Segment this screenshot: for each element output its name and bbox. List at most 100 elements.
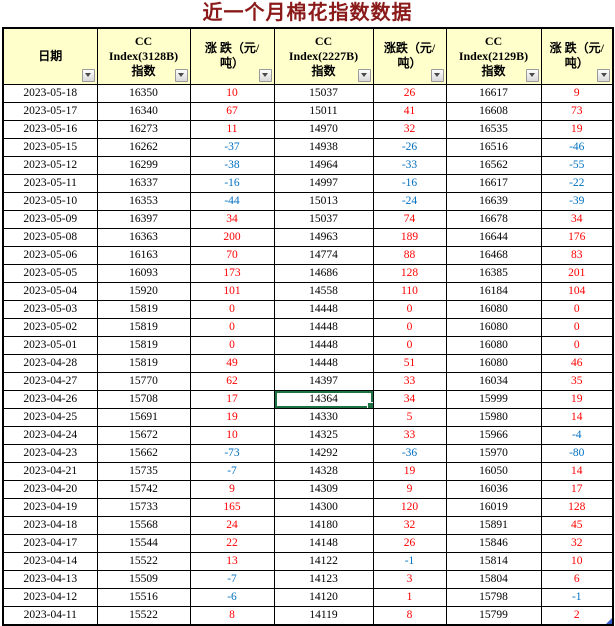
cell-index-2227b[interactable]: 14292 bbox=[273, 443, 374, 463]
cell-index-3128b[interactable]: 15509 bbox=[96, 569, 191, 589]
cell-index-2129b[interactable]: 15970 bbox=[445, 443, 542, 463]
cell-change-2129b[interactable]: 73 bbox=[540, 101, 614, 121]
cell-index-3128b[interactable]: 15733 bbox=[96, 497, 191, 517]
cell-index-3128b[interactable]: 15920 bbox=[96, 281, 191, 301]
cell-change-2227b[interactable]: 19 bbox=[372, 461, 447, 481]
cell-index-2129b[interactable]: 15846 bbox=[445, 533, 542, 553]
cell-change-2227b[interactable]: 32 bbox=[372, 119, 447, 139]
cell-index-2129b[interactable]: 15999 bbox=[445, 389, 542, 409]
cell-index-3128b[interactable]: 16350 bbox=[96, 83, 191, 103]
cell-date[interactable]: 2023-04-28 bbox=[2, 353, 98, 373]
filter-dropdown-button[interactable] bbox=[357, 68, 371, 82]
cell-change-2227b[interactable]: -33 bbox=[372, 155, 447, 175]
cell-date[interactable]: 2023-04-14 bbox=[2, 551, 98, 571]
cell-index-3128b[interactable]: 16337 bbox=[96, 173, 191, 193]
cell-index-2129b[interactable]: 16516 bbox=[445, 137, 542, 157]
cell-change-3128b[interactable]: 165 bbox=[189, 497, 275, 517]
cell-index-2227b[interactable]: 15011 bbox=[273, 101, 374, 121]
cell-change-2129b[interactable]: 6 bbox=[540, 569, 614, 589]
cell-change-2129b[interactable]: 0 bbox=[540, 317, 614, 337]
cell-index-2227b[interactable]: 14325 bbox=[273, 425, 374, 445]
cell-change-2227b[interactable]: 0 bbox=[372, 317, 447, 337]
cell-change-2227b[interactable]: -24 bbox=[372, 191, 447, 211]
cell-index-3128b[interactable]: 16363 bbox=[96, 227, 191, 247]
cell-change-2227b[interactable]: 33 bbox=[372, 371, 447, 391]
cell-index-2129b[interactable]: 16019 bbox=[445, 497, 542, 517]
cell-index-3128b[interactable]: 16397 bbox=[96, 209, 191, 229]
cell-change-2129b[interactable]: 32 bbox=[540, 533, 614, 553]
cell-date[interactable]: 2023-05-08 bbox=[2, 227, 98, 247]
cell-index-3128b[interactable]: 16299 bbox=[96, 155, 191, 175]
cell-change-2129b[interactable]: -55 bbox=[540, 155, 614, 175]
cell-index-3128b[interactable]: 15691 bbox=[96, 407, 191, 427]
cell-change-3128b[interactable]: 11 bbox=[189, 119, 275, 139]
cell-index-2227b[interactable]: 14148 bbox=[273, 533, 374, 553]
cell-change-2129b[interactable]: -22 bbox=[540, 173, 614, 193]
filter-dropdown-button[interactable] bbox=[174, 68, 188, 82]
cell-change-3128b[interactable]: 173 bbox=[189, 263, 275, 283]
cell-index-2129b[interactable]: 16184 bbox=[445, 281, 542, 301]
cell-date[interactable]: 2023-04-23 bbox=[2, 443, 98, 463]
cell-change-3128b[interactable]: 10 bbox=[189, 425, 275, 445]
cell-index-3128b[interactable]: 15742 bbox=[96, 479, 191, 499]
cell-index-3128b[interactable]: 16340 bbox=[96, 101, 191, 121]
cell-change-2129b[interactable]: 10 bbox=[540, 551, 614, 571]
cell-index-3128b[interactable]: 15819 bbox=[96, 353, 191, 373]
cell-index-2129b[interactable]: 16036 bbox=[445, 479, 542, 499]
cell-index-2227b[interactable]: 14119 bbox=[273, 605, 374, 625]
cell-change-2129b[interactable]: 46 bbox=[540, 353, 614, 373]
cell-change-3128b[interactable]: 49 bbox=[189, 353, 275, 373]
cell-index-2129b[interactable]: 16644 bbox=[445, 227, 542, 247]
cell-change-3128b[interactable]: -6 bbox=[189, 587, 275, 607]
cell-change-2227b[interactable]: -1 bbox=[372, 551, 447, 571]
cell-change-2227b[interactable]: 128 bbox=[372, 263, 447, 283]
cell-index-2227b[interactable]: 14328 bbox=[273, 461, 374, 481]
cell-index-2227b[interactable]: 15013 bbox=[273, 191, 374, 211]
filter-dropdown-button[interactable] bbox=[525, 68, 539, 82]
cell-index-3128b[interactable]: 15544 bbox=[96, 533, 191, 553]
cell-index-2129b[interactable]: 15980 bbox=[445, 407, 542, 427]
cell-index-3128b[interactable]: 15516 bbox=[96, 587, 191, 607]
cell-change-2227b[interactable]: 189 bbox=[372, 227, 447, 247]
cell-index-2227b[interactable]: 14448 bbox=[273, 335, 374, 355]
cell-date[interactable]: 2023-04-12 bbox=[2, 587, 98, 607]
cell-date[interactable]: 2023-04-27 bbox=[2, 371, 98, 391]
cell-date[interactable]: 2023-05-16 bbox=[2, 119, 98, 139]
cell-index-2129b[interactable]: 15814 bbox=[445, 551, 542, 571]
cell-index-2227b[interactable]: 14330 bbox=[273, 407, 374, 427]
cell-change-3128b[interactable]: 9 bbox=[189, 479, 275, 499]
cell-date[interactable]: 2023-04-13 bbox=[2, 569, 98, 589]
cell-date[interactable]: 2023-04-19 bbox=[2, 497, 98, 517]
filter-dropdown-button[interactable] bbox=[597, 68, 610, 82]
cell-change-2227b[interactable]: 5 bbox=[372, 407, 447, 427]
cell-change-2227b[interactable]: 0 bbox=[372, 335, 447, 355]
cell-change-2129b[interactable]: 17 bbox=[540, 479, 614, 499]
cell-index-2129b[interactable]: 16535 bbox=[445, 119, 542, 139]
cell-index-3128b[interactable]: 15735 bbox=[96, 461, 191, 481]
cell-change-3128b[interactable]: 200 bbox=[189, 227, 275, 247]
cell-index-3128b[interactable]: 15708 bbox=[96, 389, 191, 409]
cell-change-2227b[interactable]: -36 bbox=[372, 443, 447, 463]
cell-index-2129b[interactable]: 16617 bbox=[445, 83, 542, 103]
cell-index-2227b[interactable]: 14558 bbox=[273, 281, 374, 301]
cell-date[interactable]: 2023-05-05 bbox=[2, 263, 98, 283]
cell-change-2227b[interactable]: 51 bbox=[372, 353, 447, 373]
cell-index-2129b[interactable]: 16385 bbox=[445, 263, 542, 283]
cell-index-2129b[interactable]: 15798 bbox=[445, 587, 542, 607]
cell-index-2227b[interactable]: 15037 bbox=[273, 209, 374, 229]
cell-change-2227b[interactable]: 33 bbox=[372, 425, 447, 445]
cell-change-2129b[interactable]: -39 bbox=[540, 191, 614, 211]
cell-change-2227b[interactable]: 0 bbox=[372, 299, 447, 319]
cell-change-3128b[interactable]: 10 bbox=[189, 83, 275, 103]
cell-index-2227b[interactable]: 14448 bbox=[273, 317, 374, 337]
filter-dropdown-button[interactable] bbox=[430, 68, 444, 82]
cell-index-2129b[interactable]: 16608 bbox=[445, 101, 542, 121]
cell-change-2227b[interactable]: 8 bbox=[372, 605, 447, 625]
cell-index-2227b[interactable]: 14970 bbox=[273, 119, 374, 139]
cell-change-3128b[interactable]: 0 bbox=[189, 299, 275, 319]
cell-date[interactable]: 2023-04-26 bbox=[2, 389, 98, 409]
cell-change-2129b[interactable]: 14 bbox=[540, 407, 614, 427]
cell-change-2129b[interactable]: 9 bbox=[540, 83, 614, 103]
cell-change-3128b[interactable]: 0 bbox=[189, 335, 275, 355]
cell-index-3128b[interactable]: 15662 bbox=[96, 443, 191, 463]
